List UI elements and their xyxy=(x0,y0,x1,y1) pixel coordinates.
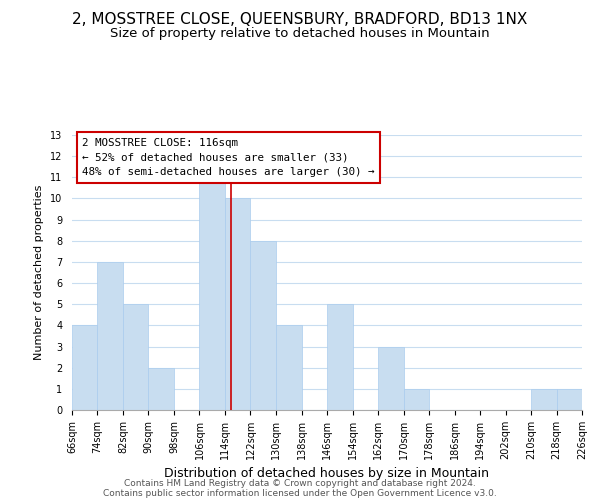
Text: Contains public sector information licensed under the Open Government Licence v3: Contains public sector information licen… xyxy=(103,488,497,498)
Bar xyxy=(531,389,557,410)
Bar xyxy=(123,304,148,410)
Y-axis label: Number of detached properties: Number of detached properties xyxy=(34,185,44,360)
Bar xyxy=(148,368,174,410)
Text: Contains HM Land Registry data © Crown copyright and database right 2024.: Contains HM Land Registry data © Crown c… xyxy=(124,478,476,488)
Text: 2 MOSSTREE CLOSE: 116sqm
← 52% of detached houses are smaller (33)
48% of semi-d: 2 MOSSTREE CLOSE: 116sqm ← 52% of detach… xyxy=(82,138,374,177)
Bar xyxy=(199,178,225,410)
Text: 2, MOSSTREE CLOSE, QUEENSBURY, BRADFORD, BD13 1NX: 2, MOSSTREE CLOSE, QUEENSBURY, BRADFORD,… xyxy=(73,12,527,28)
Bar xyxy=(276,326,302,410)
Bar xyxy=(72,326,97,410)
X-axis label: Distribution of detached houses by size in Mountain: Distribution of detached houses by size … xyxy=(164,468,490,480)
Bar xyxy=(97,262,123,410)
Bar xyxy=(251,241,276,410)
Bar xyxy=(378,346,404,410)
Text: Size of property relative to detached houses in Mountain: Size of property relative to detached ho… xyxy=(110,28,490,40)
Bar xyxy=(404,389,429,410)
Bar xyxy=(557,389,582,410)
Bar xyxy=(327,304,353,410)
Bar xyxy=(225,198,251,410)
